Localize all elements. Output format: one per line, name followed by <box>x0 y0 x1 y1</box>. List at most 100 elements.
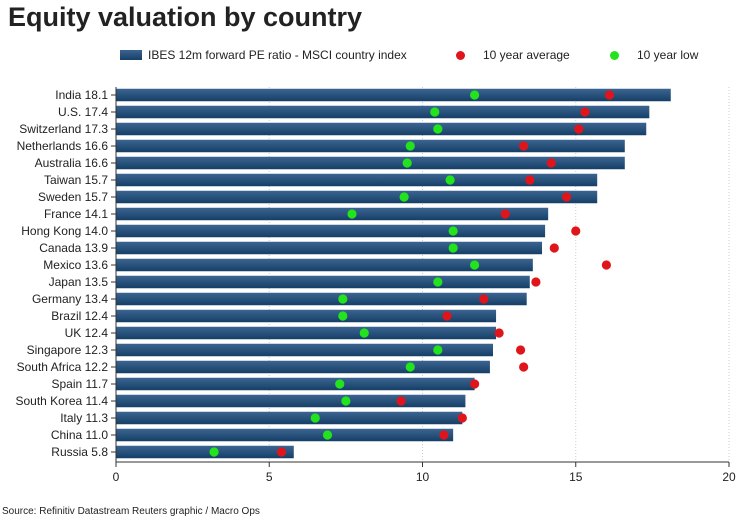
low-dot <box>209 447 219 457</box>
average-dot <box>515 345 526 355</box>
x-tick-label-15: 15 <box>569 470 583 484</box>
bar <box>116 360 490 374</box>
average-dot <box>500 209 510 219</box>
bar <box>116 156 625 170</box>
bar <box>116 207 549 221</box>
x-tick-label-20: 20 <box>722 470 736 484</box>
low-dot <box>359 328 369 338</box>
legend: IBES 12m forward PE ratio - MSCI country… <box>120 48 720 64</box>
bar <box>116 105 650 119</box>
bar <box>116 224 546 238</box>
legend-low-label: 10 year low <box>637 48 699 62</box>
source-note: Source: Refinitiv Datastream Reuters gra… <box>2 506 260 517</box>
legend-low-dot <box>610 50 619 60</box>
bar <box>116 173 598 187</box>
average-dot <box>601 260 612 270</box>
average-dot <box>546 158 556 168</box>
bar <box>116 343 493 357</box>
average-dot <box>457 413 467 423</box>
bar <box>116 428 454 442</box>
category-label: Switzerland 17.3 <box>19 122 108 136</box>
legend-bar-label: IBES 12m forward PE ratio - MSCI country… <box>148 48 407 62</box>
category-label: Italy 11.3 <box>60 411 108 425</box>
category-label: Singapore 12.3 <box>27 343 109 357</box>
x-tick-label-5: 5 <box>266 470 273 484</box>
legend-bar-swatch <box>120 50 142 60</box>
average-dot <box>549 243 559 253</box>
low-dot <box>433 277 443 287</box>
legend-average-dot <box>456 50 465 60</box>
average-dot <box>519 141 529 151</box>
category-label: India 18.1 <box>55 88 108 102</box>
low-dot <box>310 413 320 423</box>
category-label: Brazil 12.4 <box>51 309 108 323</box>
bar <box>116 190 598 204</box>
bar <box>116 292 527 306</box>
axis-layer: 0 5 10 15 20 <box>111 87 736 484</box>
bar <box>116 122 647 136</box>
category-label: Russia 5.8 <box>51 445 108 459</box>
average-dot <box>470 379 480 389</box>
bar <box>116 275 530 289</box>
low-dot <box>399 192 409 202</box>
low-dot <box>341 396 351 406</box>
category-label: UK 12.4 <box>65 326 109 340</box>
average-dot <box>442 311 452 321</box>
average-dot <box>396 396 406 406</box>
legend-average-label: 10 year average <box>483 48 570 62</box>
bar <box>116 377 475 391</box>
category-label: Hong Kong 14.0 <box>21 224 108 238</box>
low-dot <box>402 158 412 168</box>
category-label: France 14.1 <box>44 207 108 221</box>
category-label: Japan 13.5 <box>49 275 109 289</box>
legend-item-average: 10 year average <box>456 48 570 62</box>
category-label: China 11.0 <box>51 428 108 442</box>
bar-layer <box>116 88 671 459</box>
low-dot <box>347 209 357 219</box>
average-dot <box>525 175 535 185</box>
dot-layer <box>209 90 615 457</box>
bar <box>116 139 625 153</box>
category-label-layer: India 18.1 U.S. 17.4 Switzerland 17.3 Nethe… <box>15 88 108 459</box>
average-dot <box>519 362 529 372</box>
average-dot <box>571 226 581 236</box>
average-dot <box>479 294 489 304</box>
bar <box>116 258 533 272</box>
category-label: South Africa 12.2 <box>17 360 109 374</box>
average-dot <box>276 447 287 457</box>
bar <box>116 309 497 323</box>
category-label: Taiwan 15.7 <box>44 173 108 187</box>
average-dot <box>580 107 590 117</box>
category-label: Spain 11.7 <box>52 377 109 391</box>
low-dot <box>448 243 458 253</box>
category-label: Canada 13.9 <box>39 241 108 255</box>
category-label: Netherlands 16.6 <box>17 139 109 153</box>
average-dot <box>439 430 449 440</box>
category-label: Germany 13.4 <box>32 292 108 306</box>
low-dot <box>470 260 480 270</box>
category-label: Australia 16.6 <box>35 156 109 170</box>
low-dot <box>335 379 345 389</box>
category-label: U.S. 17.4 <box>58 105 108 119</box>
bar <box>116 326 497 340</box>
category-label: South Korea 11.4 <box>15 394 108 408</box>
low-dot <box>322 430 333 440</box>
legend-item-low: 10 year low <box>610 48 698 62</box>
low-dot <box>405 362 415 372</box>
x-tick-label-0: 0 <box>113 470 120 484</box>
x-tick-label-10: 10 <box>416 470 430 484</box>
low-dot <box>433 345 443 355</box>
low-dot <box>445 175 455 185</box>
low-dot <box>448 226 458 236</box>
bar <box>116 445 294 459</box>
bar <box>116 411 463 425</box>
low-dot <box>405 141 415 151</box>
legend-item-bar: IBES 12m forward PE ratio - MSCI country… <box>120 48 407 62</box>
bar <box>116 241 543 255</box>
average-dot <box>574 124 584 134</box>
average-dot <box>561 192 572 202</box>
chart-title: Equity valuation by country <box>8 2 363 32</box>
category-label: Mexico 13.6 <box>43 258 108 272</box>
low-dot <box>338 294 348 304</box>
bar <box>116 88 671 102</box>
